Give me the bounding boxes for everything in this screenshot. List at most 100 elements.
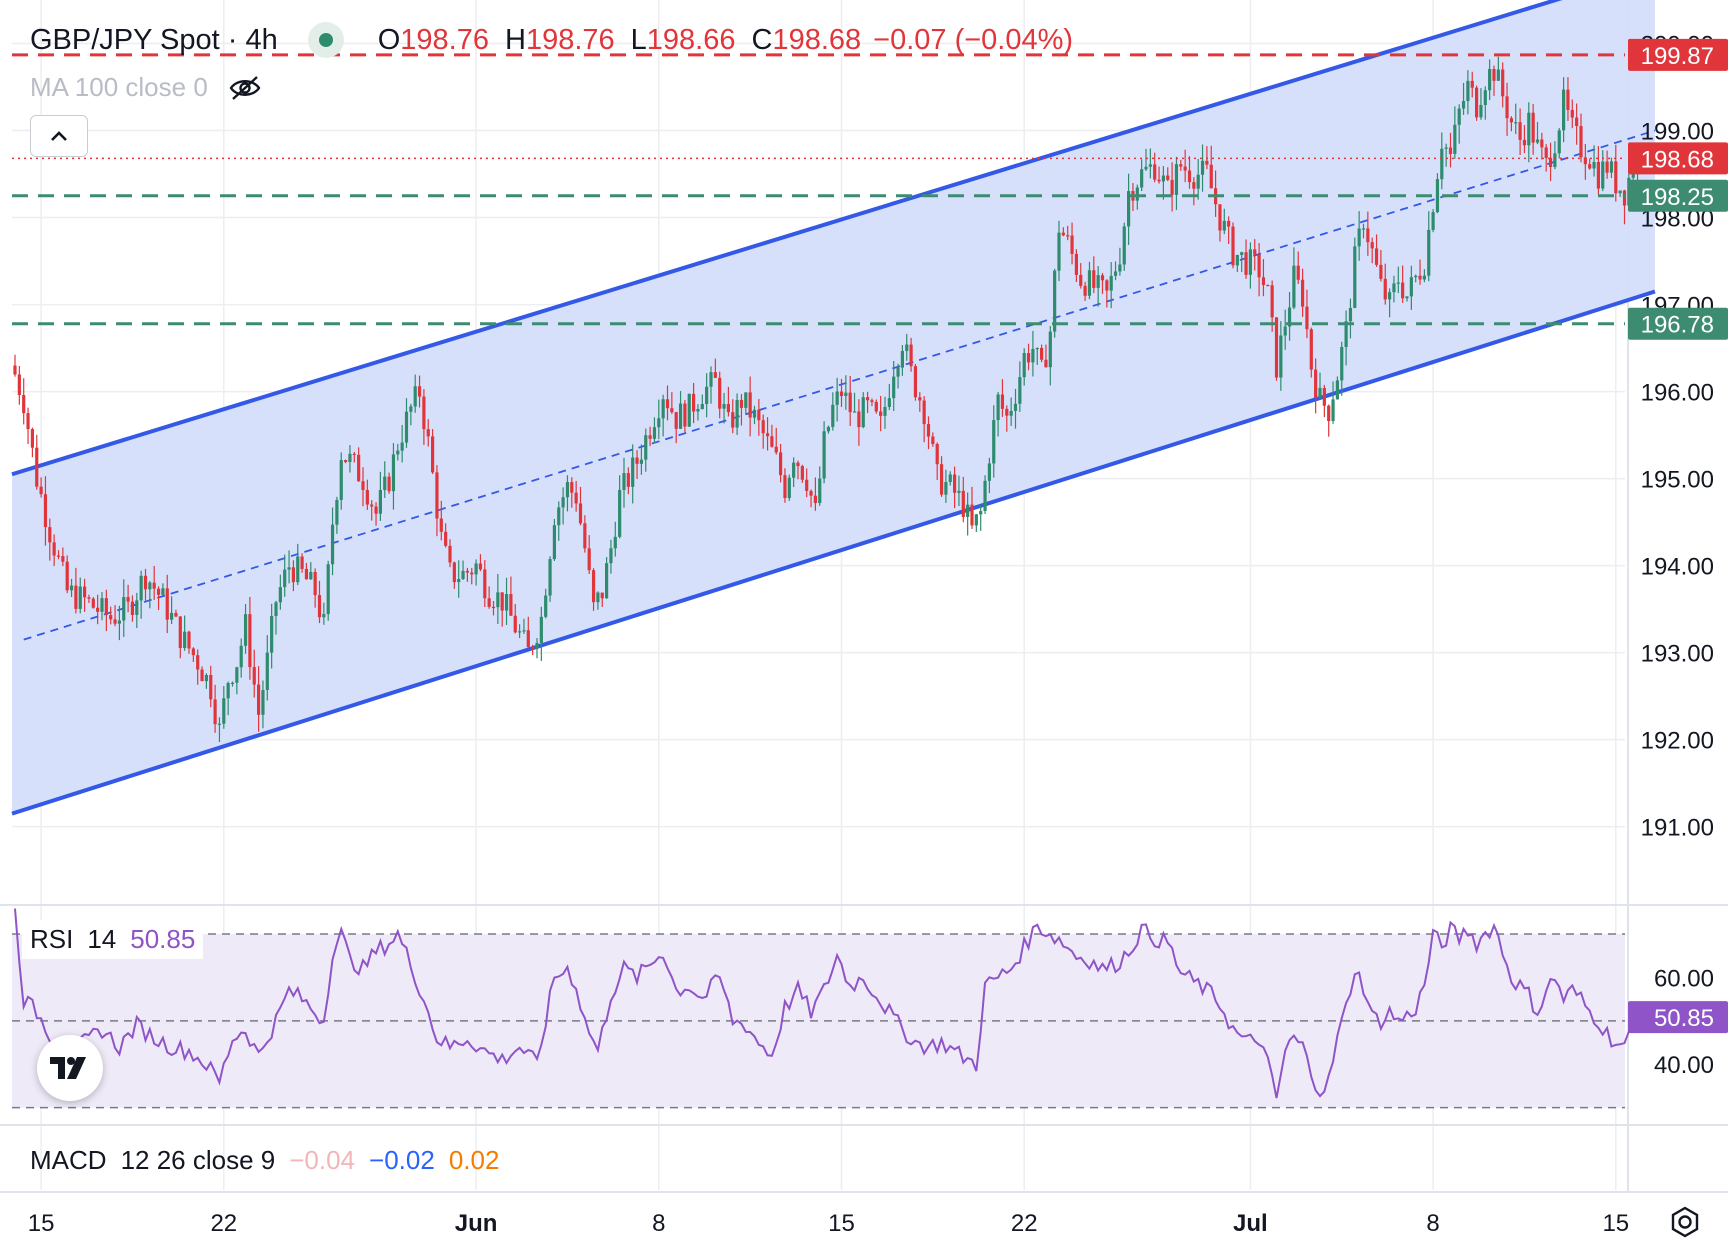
- candle-body: [39, 486, 43, 495]
- candle-body: [513, 615, 517, 633]
- candle-body: [1401, 282, 1405, 299]
- candle-body: [426, 429, 430, 437]
- candle-body: [635, 457, 639, 464]
- candle-body: [100, 598, 104, 612]
- candle-body: [939, 464, 944, 495]
- candle-body: [396, 450, 400, 455]
- candle-body: [1231, 226, 1235, 266]
- candle-body: [818, 478, 822, 504]
- candle-body: [1061, 232, 1065, 236]
- candle-body: [866, 397, 870, 401]
- candle-body: [1179, 164, 1183, 167]
- candle-body: [1301, 279, 1305, 307]
- level-tag: 198.25: [1641, 184, 1714, 211]
- candle-body: [1222, 220, 1226, 231]
- price-tick-label: 196.00: [1641, 380, 1714, 407]
- candle-body: [117, 620, 121, 624]
- rsi-pane: [12, 908, 1643, 1109]
- candle-body: [1544, 147, 1548, 158]
- candle-body: [583, 523, 587, 549]
- collapse-legend-button[interactable]: [30, 115, 88, 157]
- candle-body: [1161, 175, 1165, 182]
- candle-body: [257, 684, 261, 715]
- candle-body: [591, 570, 596, 603]
- candle-body: [156, 588, 161, 595]
- candle-body: [413, 386, 417, 407]
- candle-body: [191, 648, 195, 656]
- candle-body: [835, 391, 839, 405]
- candle-body: [1562, 89, 1566, 131]
- candle-body: [735, 399, 739, 428]
- macd-legend[interactable]: MACD 12 26 close 9 −0.04 −0.02 0.02: [30, 1145, 499, 1176]
- ma-indicator-legend[interactable]: MA 100 close 0: [30, 72, 262, 103]
- candle-body: [661, 399, 665, 419]
- rsi-legend[interactable]: RSI 14 50.85: [22, 920, 204, 959]
- candle-body: [1479, 105, 1483, 118]
- candle-body: [1244, 252, 1248, 275]
- candle-body: [722, 404, 726, 409]
- candle-body: [444, 531, 448, 546]
- rsi-tick-label: 60.00: [1654, 965, 1714, 992]
- level-tag-bg: [1628, 179, 1728, 212]
- eye-off-icon[interactable]: [228, 74, 262, 102]
- last-price-tag-bg: [1628, 142, 1728, 175]
- candle-body: [1366, 228, 1370, 243]
- candle-body: [148, 582, 152, 590]
- candle-body: [622, 473, 626, 490]
- candle-body: [692, 393, 696, 412]
- candle-body: [1135, 187, 1139, 201]
- candle-body: [900, 350, 904, 368]
- candle-body: [78, 586, 82, 609]
- candle-body: [1370, 242, 1374, 249]
- candle-body: [1079, 274, 1083, 286]
- candle-body: [500, 592, 504, 611]
- price-tick-label: 191.00: [1641, 815, 1714, 842]
- symbol-title[interactable]: GBP/JPY Spot · 4h: [30, 23, 278, 56]
- candle-body: [509, 594, 513, 616]
- level-tag-bg: [1628, 307, 1728, 340]
- rsi-value-tag: 50.85: [1654, 1005, 1714, 1032]
- candle-body: [43, 494, 48, 528]
- date-tick-label: Jul: [1233, 1210, 1268, 1237]
- candle-body: [1192, 182, 1196, 189]
- candle-body: [378, 490, 382, 514]
- candle-body: [130, 601, 135, 615]
- tradingview-logo-icon[interactable]: [37, 1035, 103, 1101]
- date-tick-label: 22: [210, 1210, 237, 1237]
- candle-body: [957, 490, 961, 493]
- settings-gear-icon[interactable]: [1668, 1205, 1702, 1239]
- candle-body: [1622, 190, 1627, 206]
- candle-body: [1596, 161, 1600, 189]
- open-value: 198.76: [400, 23, 489, 56]
- channel-lower-line: [11, 289, 1656, 816]
- candle-body: [313, 571, 317, 596]
- candle-body: [774, 446, 778, 453]
- candle-body: [779, 452, 783, 476]
- candle-body: [504, 594, 509, 611]
- candle-body: [531, 647, 535, 649]
- candle-body: [1118, 264, 1122, 272]
- candle-body: [235, 667, 239, 683]
- market-status-icon[interactable]: [307, 22, 344, 58]
- rsi-tick-label: 40.00: [1654, 1052, 1714, 1079]
- candle-body: [1374, 248, 1379, 265]
- candle-body: [91, 598, 95, 608]
- candle-body: [792, 462, 796, 478]
- candle-body: [870, 400, 874, 403]
- close-value: 198.68: [772, 23, 862, 56]
- candle-body: [265, 652, 269, 691]
- candle-body: [861, 397, 865, 428]
- candle-body: [631, 457, 635, 487]
- candle-body: [1200, 160, 1205, 175]
- candle-body: [1614, 161, 1618, 194]
- candle-body: [918, 397, 922, 401]
- candle-body: [1127, 191, 1131, 227]
- time-axis: 15 22 Jun 8 15 22 Jul 8 15: [28, 1210, 1629, 1237]
- candle-body: [35, 447, 39, 487]
- candle-body: [1305, 306, 1309, 330]
- candle-body: [1440, 148, 1444, 180]
- candle-body: [48, 527, 52, 543]
- candle-body: [1483, 90, 1487, 106]
- candle-body: [226, 683, 230, 699]
